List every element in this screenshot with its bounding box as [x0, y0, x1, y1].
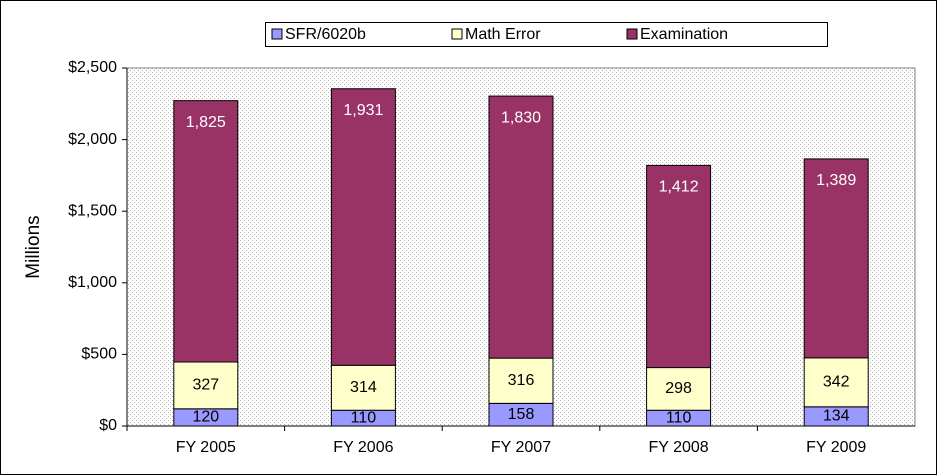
data-label: 298 — [665, 380, 692, 397]
data-label: 342 — [823, 374, 850, 391]
data-label: 110 — [666, 409, 692, 426]
data-label: 316 — [508, 372, 535, 389]
bar-segment — [173, 100, 239, 363]
data-label: 1,825 — [186, 114, 226, 131]
bar-segment — [803, 158, 869, 359]
data-label: 314 — [350, 379, 377, 396]
y-tick-label: $500 — [81, 346, 117, 363]
legend-label: Examination — [640, 26, 728, 43]
x-tick-label: FY 2007 — [491, 439, 551, 456]
data-label: 327 — [192, 377, 219, 394]
bar-segment — [646, 164, 712, 369]
x-tick-label: FY 2008 — [648, 439, 708, 456]
legend — [265, 22, 828, 47]
data-label: 120 — [192, 409, 219, 426]
legend-label: Math Error — [465, 26, 541, 43]
y-tick-label: $2,000 — [68, 131, 117, 148]
bar-segment — [803, 357, 869, 408]
bar-segment — [330, 88, 396, 366]
bar-segment — [646, 367, 712, 411]
bar-segment — [330, 364, 396, 411]
legend-swatch — [271, 28, 283, 40]
y-tick-label: $1,000 — [68, 274, 117, 291]
data-label: 1,389 — [816, 172, 856, 189]
x-tick-label: FY 2005 — [176, 439, 236, 456]
data-label: 158 — [508, 406, 535, 423]
y-tick-label: $0 — [99, 417, 117, 434]
y-tick-label: $1,500 — [68, 202, 117, 219]
data-label: 1,412 — [659, 179, 699, 196]
legend-swatch — [626, 28, 638, 40]
bar-segment — [488, 357, 554, 404]
bar-segment — [488, 95, 554, 359]
x-tick-label: FY 2009 — [806, 439, 866, 456]
data-label: 1,931 — [343, 102, 383, 119]
y-tick-label: $2,500 — [68, 59, 117, 76]
data-label: 1,830 — [501, 109, 541, 126]
data-label: 134 — [823, 408, 850, 425]
y-axis-label: Millions — [23, 215, 44, 278]
legend-label: SFR/6020b — [285, 26, 366, 43]
x-tick-label: FY 2006 — [333, 439, 393, 456]
data-label: 110 — [351, 409, 377, 426]
legend-swatch — [451, 28, 463, 40]
